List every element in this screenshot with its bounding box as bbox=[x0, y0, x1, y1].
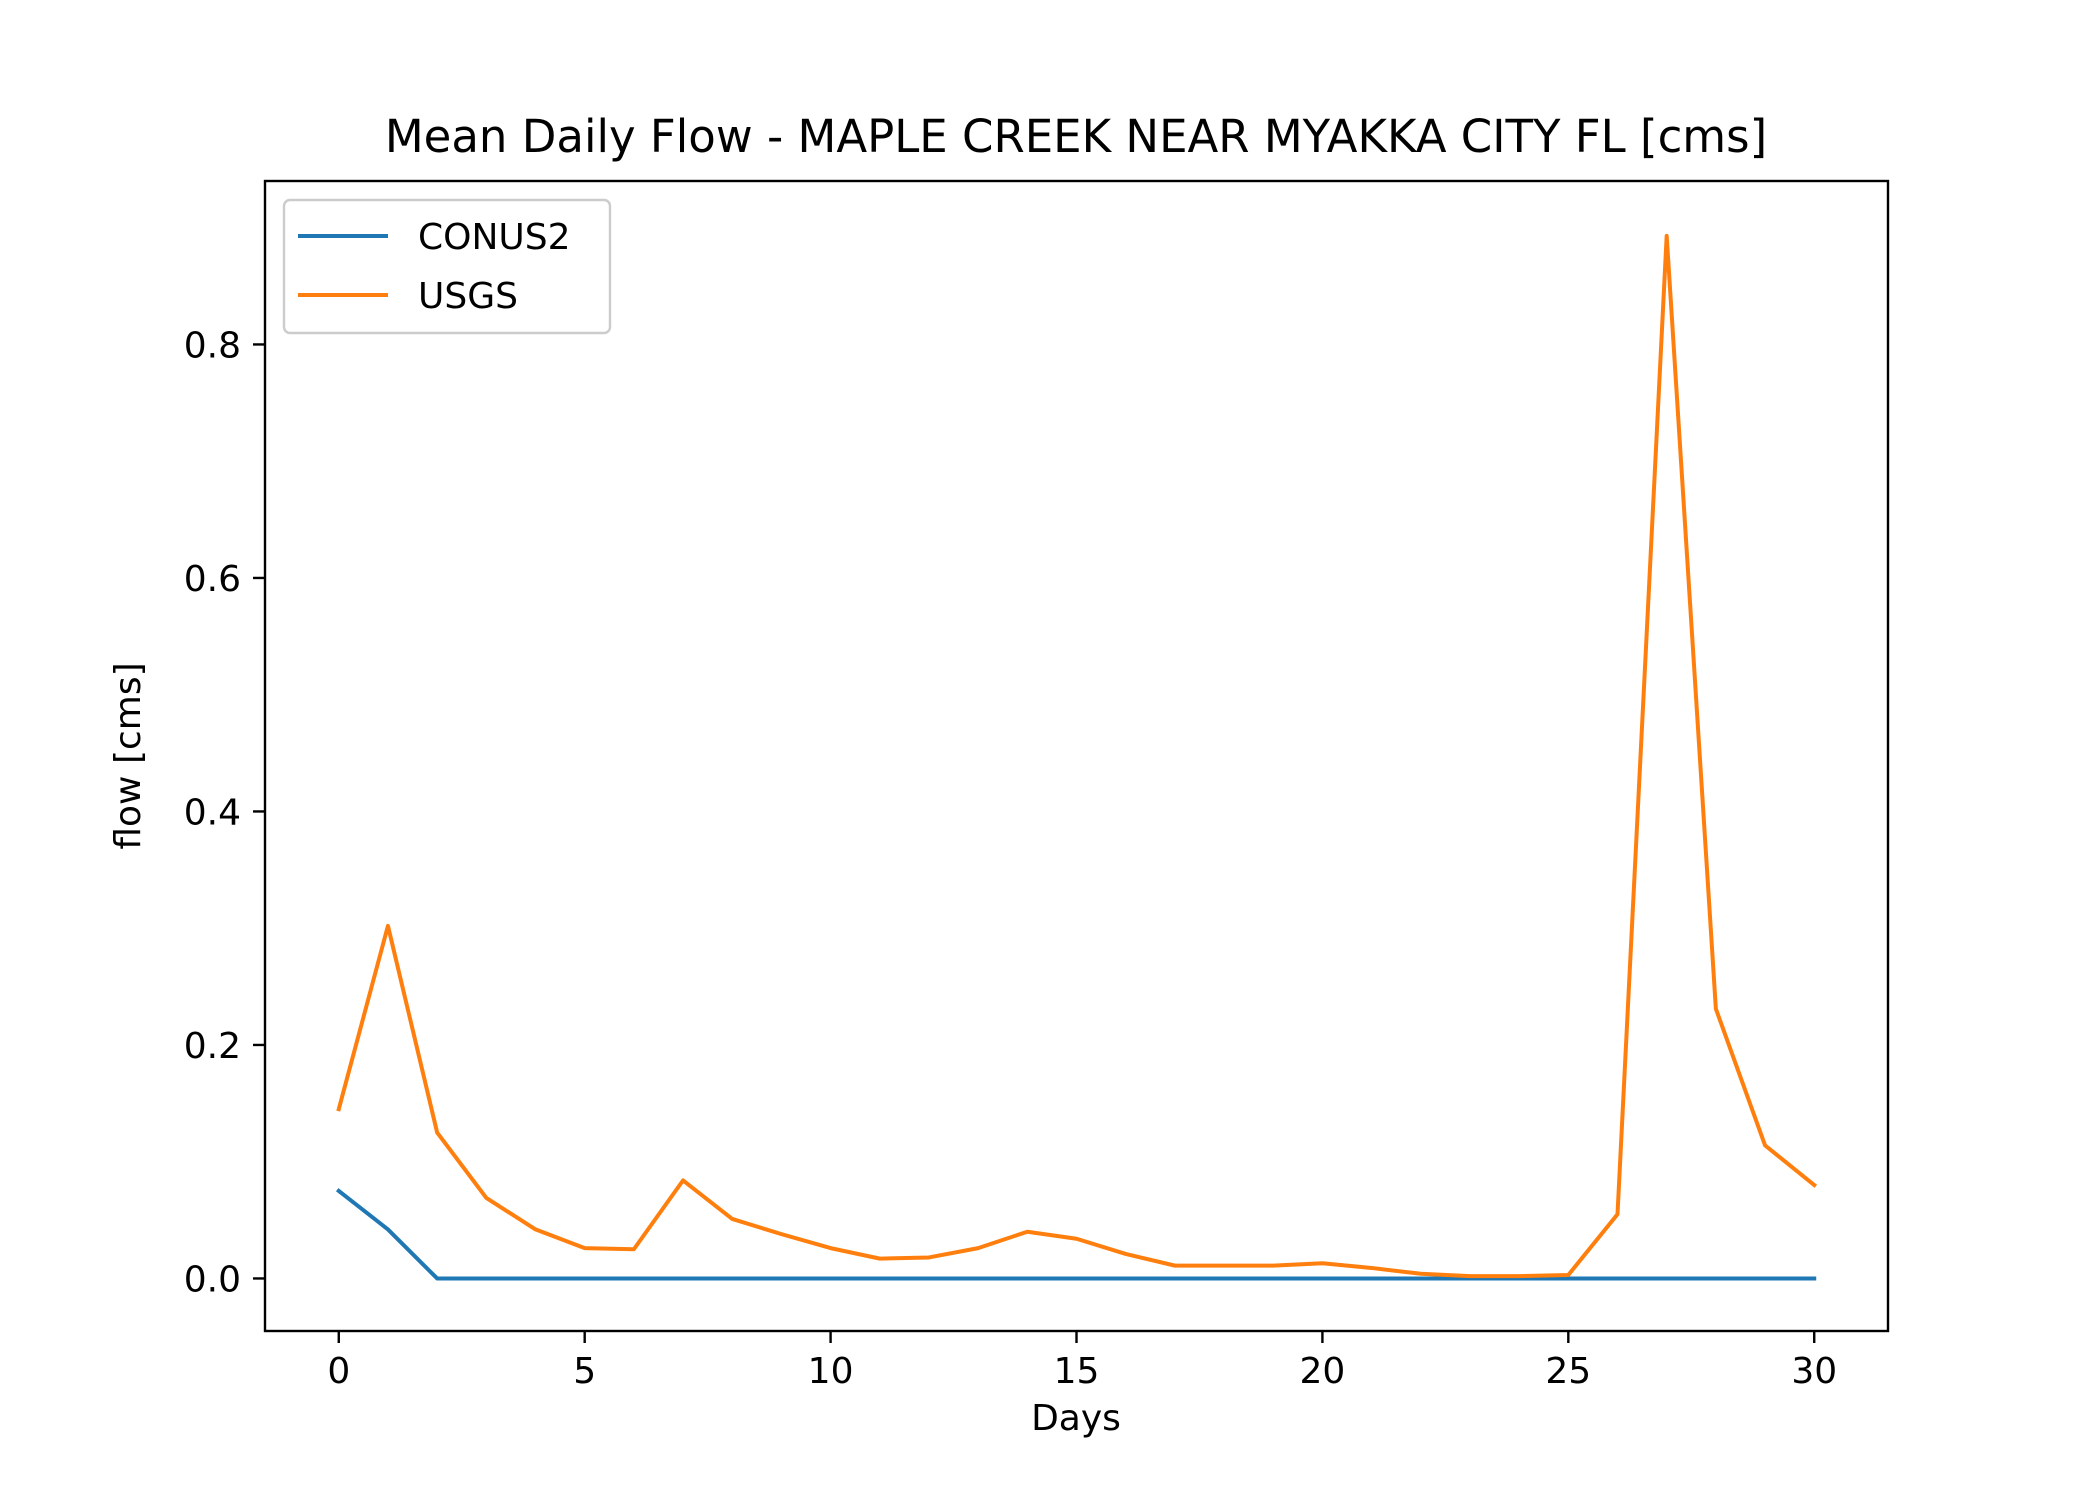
legend-label-usgs: USGS bbox=[418, 276, 518, 317]
y-tick-label: 0.0 bbox=[184, 1259, 241, 1300]
x-tick-label: 20 bbox=[1300, 1351, 1346, 1392]
chart-title: Mean Daily Flow - MAPLE CREEK NEAR MYAKK… bbox=[385, 110, 1767, 163]
x-axis-title: Days bbox=[1031, 1398, 1121, 1439]
x-tick-label: 15 bbox=[1054, 1351, 1100, 1392]
x-tick-label: 30 bbox=[1791, 1351, 1837, 1392]
y-tick-label: 0.4 bbox=[184, 792, 241, 833]
series-line-conus2 bbox=[335, 1188, 1817, 1281]
series-group bbox=[335, 233, 1818, 1281]
y-axis-title: flow [cms] bbox=[108, 662, 149, 849]
legend: CONUS2 USGS bbox=[282, 198, 612, 335]
x-tick-label: 10 bbox=[808, 1351, 854, 1392]
series-line-usgs bbox=[336, 233, 1818, 1279]
y-tick-label: 0.2 bbox=[184, 1026, 241, 1067]
plot-frame bbox=[263, 179, 1890, 1333]
x-tick-label: 5 bbox=[573, 1351, 596, 1392]
y-tick-label: 0.6 bbox=[184, 559, 241, 600]
x-tick-label: 25 bbox=[1545, 1351, 1591, 1392]
y-tick-label: 0.8 bbox=[184, 325, 241, 366]
x-axis: 0 5 10 15 20 25 30 bbox=[327, 1331, 1837, 1392]
legend-label-conus2: CONUS2 bbox=[418, 217, 571, 258]
legend-frame bbox=[282, 198, 612, 335]
x-tick-label: 0 bbox=[327, 1351, 350, 1392]
y-axis: 0.0 0.2 0.4 0.6 0.8 bbox=[184, 325, 265, 1300]
